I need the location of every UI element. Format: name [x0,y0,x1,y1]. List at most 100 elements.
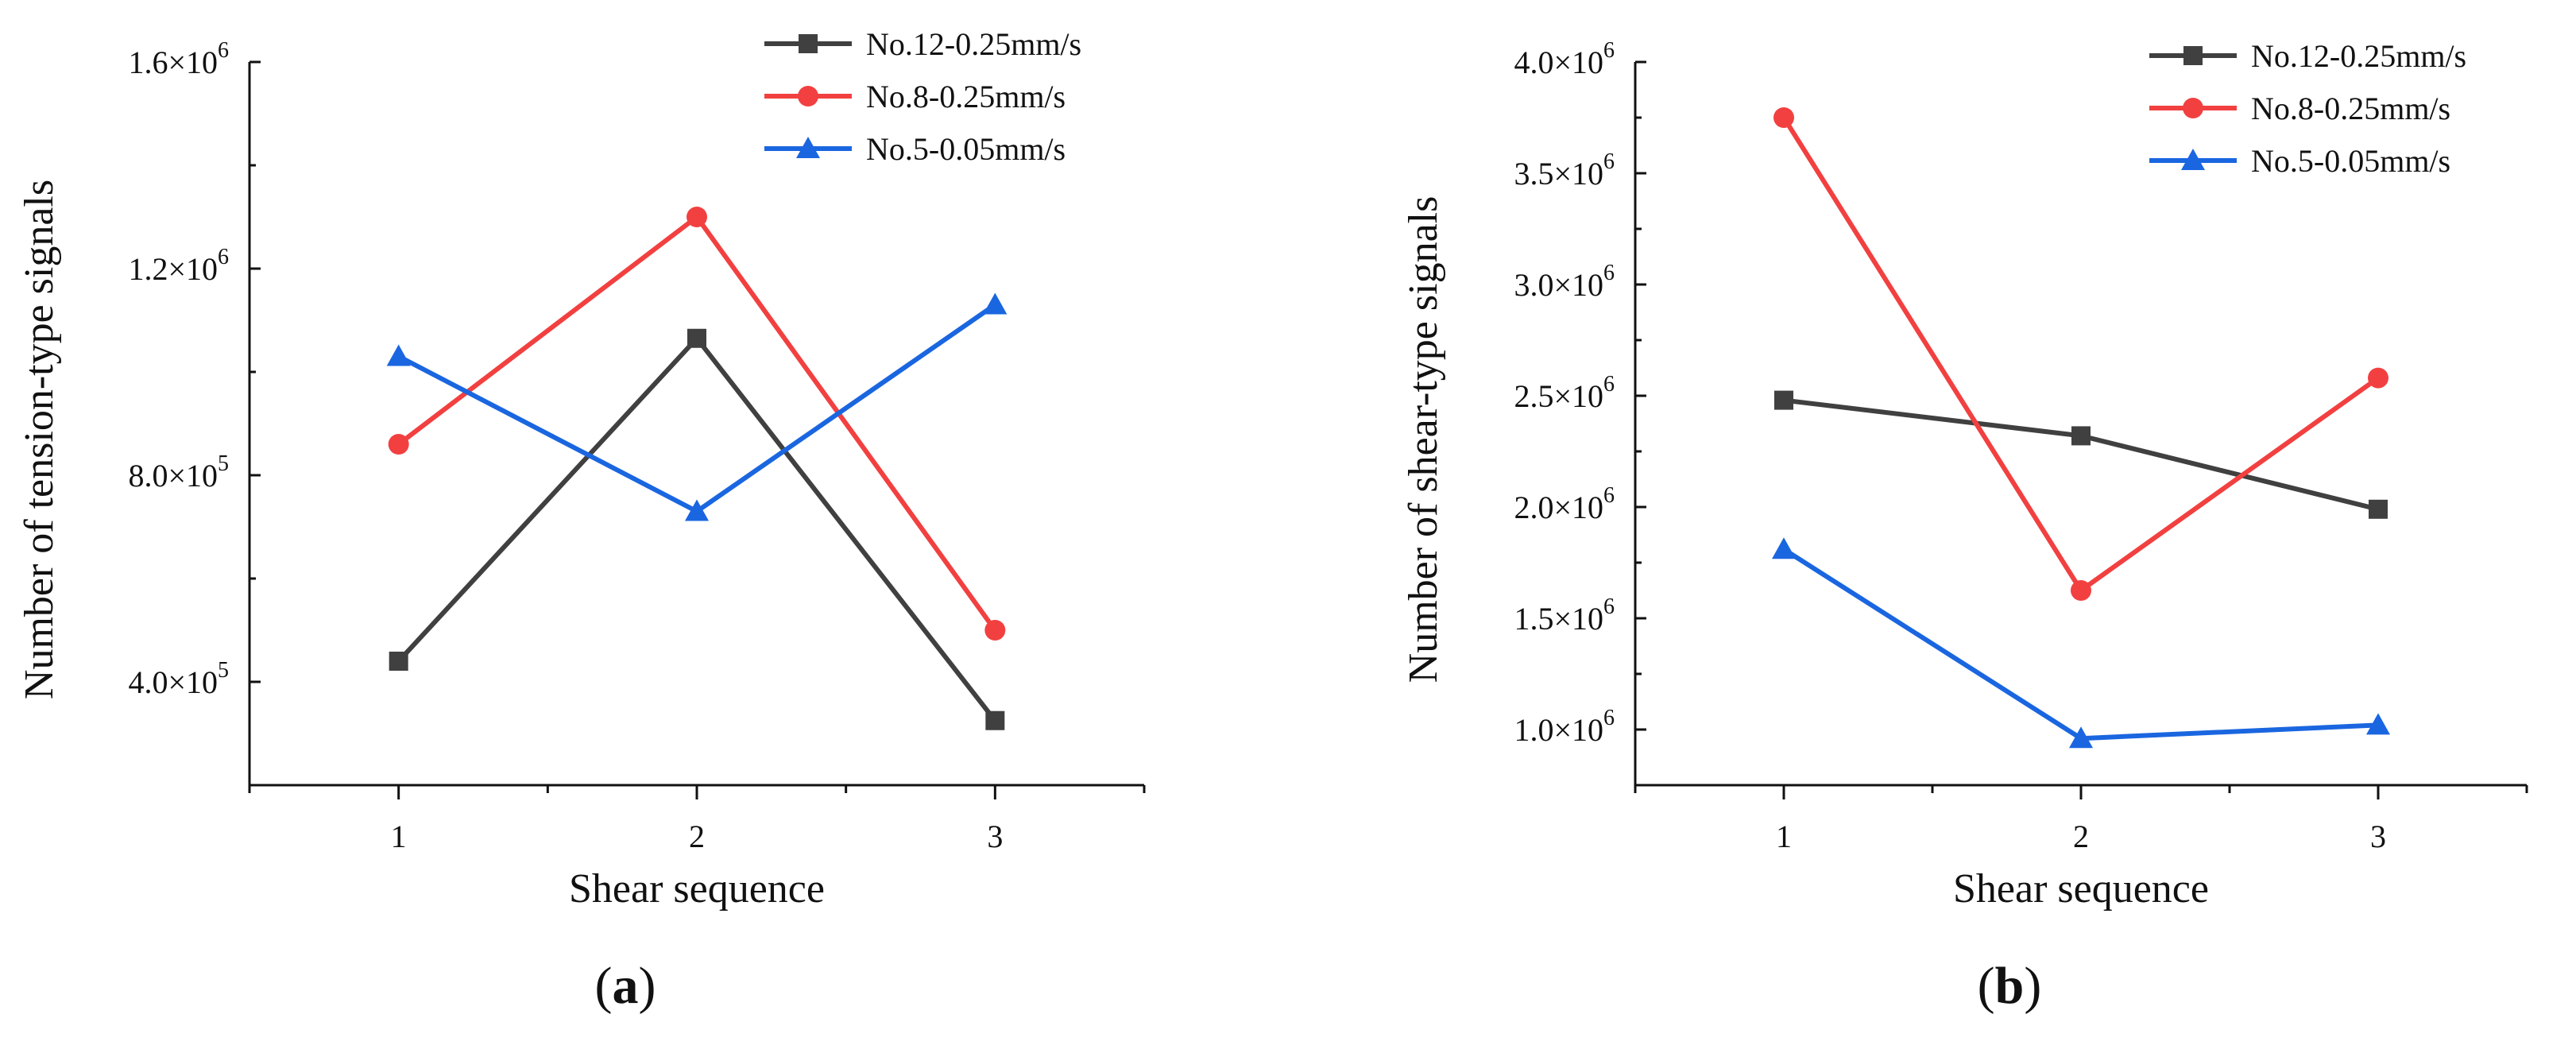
panel-b-y-tick-exponent: 6 [1603,594,1615,619]
panel-a-data-point [983,292,1008,315]
panel-a-legend: No.12-0.25mm/s No.8-0.25mm/s No.5-0.05mm/s [764,26,1081,167]
panel-a-legend-label: No.8-0.25mm/s [866,79,1066,114]
panel-b-data-point [2069,726,2093,749]
panel-b-data-point [2369,499,2388,519]
panel-b-y-tick-mantissa: 2.5×10 [1514,378,1603,414]
panel-a-y-tick-label: 4.0×105 [128,658,229,700]
panel-b-legend: No.12-0.25mm/s No.8-0.25mm/s No.5-0.05mm/s [2149,38,2466,179]
panel-b-y-tick-label: 1.0×106 [1514,706,1615,748]
panel-b-legend-label: No.8-0.25mm/s [2251,91,2450,126]
panel-b-legend-swatch-marker [2183,98,2203,118]
panel-a-label-letter: a [613,957,639,1015]
panel-a-label-close: ) [639,957,656,1015]
panel-a-y-tick-exponent: 6 [218,245,229,269]
panel-a-data-point [687,207,707,227]
panel-b-y-tick-label: 3.5×106 [1514,149,1615,192]
panel-a-data-point [984,620,1006,641]
panel-b-label: (b) [1978,957,2042,1015]
panel-b-y-tick-mantissa: 1.0×10 [1514,712,1603,748]
panel-b-series-line [1782,547,2379,741]
panel-b-y-tick-exponent: 6 [1603,149,1615,174]
panel-a-data-point [386,344,411,366]
panel-b-y-tick-label: 1.5×106 [1514,594,1615,637]
panel-b-y-tick-exponent: 6 [1603,38,1615,63]
panel-b-y-tick-mantissa: 1.5×10 [1514,601,1603,637]
panel-a-data-point [985,710,1005,730]
panel-a-y-tick-label: 8.0×105 [128,451,229,494]
panel-a-x-axis-title: Shear sequence [569,866,825,912]
panel-a-legend-label: No.5-0.05mm/s [866,131,1066,167]
panel-a-legend-item: No.12-0.25mm/s [764,26,1081,62]
panel-a-y-tick-exponent: 5 [218,658,229,683]
panel-b-data-point [1773,107,1794,128]
panel-b-series-2 [1773,107,2388,601]
panel-a-series-line [396,335,997,722]
panel-b-data-point [1774,390,1793,410]
panel-b-label-close: ) [2024,957,2041,1015]
panel-a-y-tick-mantissa: 8.0×10 [128,458,218,494]
panel-a-label-open: ( [595,957,613,1015]
panel-b-series-line [1781,116,2380,593]
panel-a-x-tick-label: 1 [391,819,407,854]
panel-b-data-point [2071,426,2091,446]
panel-a-legend-item: No.5-0.05mm/s [764,131,1066,167]
panel-b-label-open: ( [1978,957,1995,1015]
panel-a-legend-item: No.8-0.25mm/s [764,79,1066,114]
panel-b-y-tick-exponent: 6 [1603,261,1615,285]
panel-b-legend-swatch-marker [2183,46,2203,65]
panel-b-x-tick-label: 3 [2370,819,2386,854]
panel-a-y-tick-mantissa: 1.2×10 [128,251,218,287]
panel-b-y-axis-title: Number of shear-type signals [1401,196,1446,683]
panel-a-data-point [388,434,409,455]
panel-b-y-tick-mantissa: 3.0×10 [1514,267,1603,303]
panel-a-y-tick-mantissa: 1.6×10 [128,45,218,80]
panel-a-y-tick-label: 1.6×106 [128,38,229,80]
panel-a-x-tick-label: 3 [987,819,1003,854]
panel-b-series-3 [1772,537,2390,749]
panel-b-y-tick-mantissa: 2.0×10 [1514,490,1603,525]
panel-b-legend-label: No.5-0.05mm/s [2251,143,2450,179]
panel-a-legend-label: No.12-0.25mm/s [866,26,1081,62]
panel-b-data-point [1772,537,1796,559]
panel-a-legend-swatch-marker [796,137,820,158]
panel-a-legend-swatch-marker [799,34,818,53]
panel-b-x-axis-title: Shear sequence [1953,866,2209,912]
panel-b-series-line [1783,397,2379,512]
panel-b-x-tick-label: 1 [1776,819,1792,854]
panel-b-y-tick-label: 2.0×106 [1514,483,1615,525]
panel-b-legend-label: No.12-0.25mm/s [2251,38,2466,74]
panel-a-y-tick-exponent: 6 [218,38,229,63]
panel-b-y-tick-mantissa: 4.0×10 [1514,45,1603,80]
panel-b-data-point [2366,713,2390,735]
panel-b-y-tick-exponent: 6 [1603,483,1615,508]
panel-b-y-tick-exponent: 6 [1603,372,1615,397]
panel-b-legend-item: No.5-0.05mm/s [2149,143,2450,179]
panel-b-data-point [2368,367,2388,389]
panel-b-legend-swatch-marker [2181,149,2205,170]
panel-a-y-tick-mantissa: 4.0×10 [128,664,218,700]
panel-a-y-axis-title: Number of tension-type signals [17,180,62,699]
panel-b-legend-item: No.12-0.25mm/s [2149,38,2466,74]
panel-b-y-tick-label: 4.0×106 [1514,38,1615,80]
panel-b: 1.0×1061.5×1062.0×1062.5×1063.0×1063.5×1… [1401,38,2528,1015]
panel-a-data-point [389,652,408,671]
panel-b-data-point [2071,580,2091,601]
panel-a-y-tick-label: 1.2×106 [128,245,229,287]
panel-b-label-letter: b [1995,957,2025,1015]
panel-a-data-point [687,328,706,348]
panel-b-legend-item: No.8-0.25mm/s [2149,91,2450,126]
panel-a-series-3 [386,292,1008,521]
panel-a-series-line [396,215,997,632]
panel-a-label: (a) [595,957,656,1015]
panel-b-y-tick-mantissa: 3.5×10 [1514,156,1603,192]
panel-a-series-1 [389,328,1005,730]
panel-b-series-1 [1774,390,2388,519]
panel-b-y-tick-label: 3.0×106 [1514,261,1615,303]
panel-b-y-tick-label: 2.5×106 [1514,372,1615,414]
panel-b-x-tick-label: 2 [2073,819,2089,854]
panel-a-data-point [685,499,709,521]
panel-a-series-2 [388,207,1006,641]
panel-a-x-tick-label: 2 [689,819,705,854]
